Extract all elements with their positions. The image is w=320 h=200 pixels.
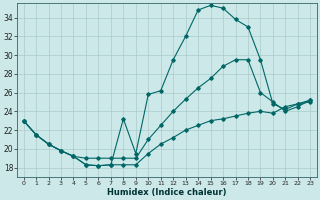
X-axis label: Humidex (Indice chaleur): Humidex (Indice chaleur)	[107, 188, 227, 197]
